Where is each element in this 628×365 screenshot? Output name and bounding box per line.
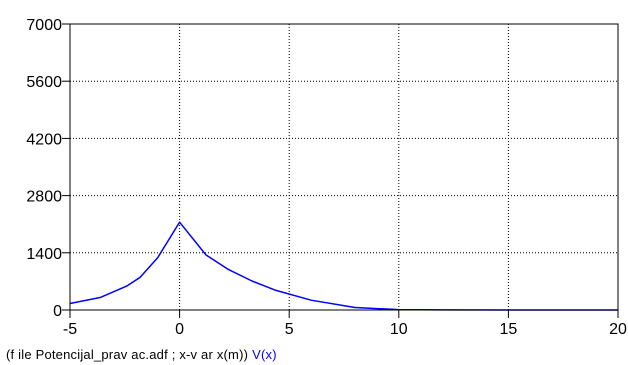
y-tick-label: 2800 [26,189,62,206]
grid-lines [70,24,618,310]
caption-series-label: V(x) [252,347,277,362]
caption-file-info: (f ile Potencijal_prav ac.adf ; x-v ar x… [6,347,249,362]
series-layer [69,221,619,311]
x-tick-label: 5 [285,321,294,338]
x-tick-label: 20 [609,321,627,338]
y-tick-label: 1400 [26,246,62,263]
plot-frame [69,23,619,311]
series-line-v-x [69,221,619,311]
y-tick-label: 4200 [26,131,62,148]
axes [62,23,619,318]
plot-caption: (f ile Potencijal_prav ac.adf ; x-v ar x… [6,347,277,362]
x-tick-label: 0 [175,321,184,338]
y-tick-label: 7000 [26,17,62,34]
y-tick-label: 0 [53,303,62,320]
y-tick-label: 5600 [26,74,62,91]
x-tick-label: -5 [63,321,77,338]
x-tick-label: 15 [500,321,518,338]
x-tick-label: 10 [390,321,408,338]
